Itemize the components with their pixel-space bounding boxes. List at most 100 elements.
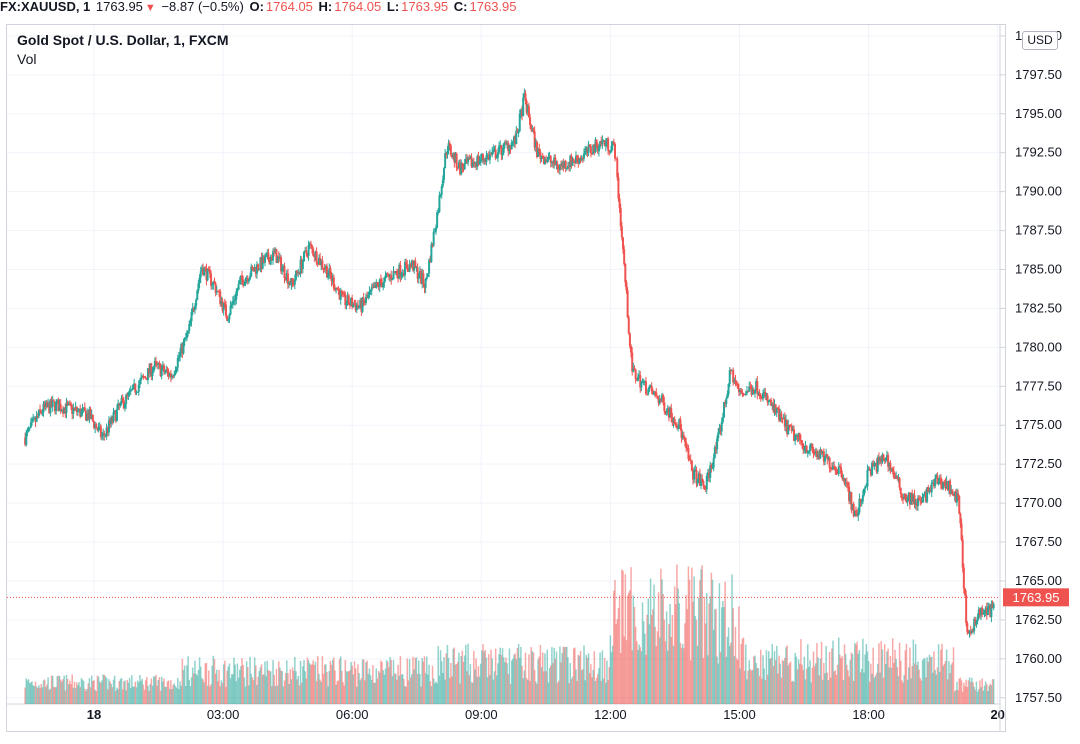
volume-bar [893, 662, 895, 704]
candle-body [392, 271, 395, 280]
volume-bar [759, 649, 762, 704]
volume-bar [461, 650, 464, 704]
candle-body [394, 271, 397, 274]
candle-body [591, 152, 594, 155]
candle-body [360, 300, 363, 312]
chart-legend: Gold Spot / U.S. Dollar, 1, FXCM Vol [17, 31, 229, 69]
volume-bar [571, 676, 574, 704]
candle-body [299, 259, 302, 274]
volume-bar [457, 661, 459, 704]
volume-bar [871, 673, 873, 704]
candle-body [167, 371, 170, 377]
volume-bar [204, 663, 207, 704]
volume-bar [974, 689, 977, 704]
y-tick-label: 1757.50 [1015, 690, 1062, 705]
volume-bar [771, 643, 773, 704]
candle-body [498, 145, 501, 153]
candle-body [289, 282, 292, 285]
volume-bar [737, 659, 739, 704]
candle-body [383, 277, 386, 283]
candle-body [161, 365, 164, 370]
candle-body [568, 165, 571, 167]
candle-body [564, 161, 567, 169]
candle-body [235, 291, 238, 300]
volume-bar [494, 648, 497, 704]
volume-bar [420, 686, 422, 704]
volume-bar [518, 657, 521, 704]
candle-body [494, 149, 497, 159]
candle-body [294, 270, 297, 280]
candle-body [864, 487, 867, 489]
candle-body [439, 194, 442, 196]
candle-body [286, 273, 289, 285]
candle-body [367, 295, 370, 298]
candle-body [750, 388, 753, 395]
candle-body [424, 278, 427, 288]
candle-body [117, 403, 120, 410]
volume-bar [942, 665, 944, 704]
candle-body [451, 155, 454, 158]
candle-body [533, 131, 536, 148]
chart-title[interactable]: Gold Spot / U.S. Dollar, 1, FXCM [17, 32, 229, 48]
candle-body [510, 142, 513, 150]
candle-body [846, 482, 849, 487]
volume-bar [446, 644, 449, 704]
candle-body [826, 454, 829, 460]
volume-bar [117, 689, 119, 704]
volume-bar [812, 651, 815, 704]
candle-body [152, 367, 155, 372]
volume-bar [963, 682, 965, 704]
volume-bar [148, 690, 150, 704]
currency-button[interactable]: USD [1022, 31, 1058, 50]
chart-frame[interactable] [6, 24, 1006, 732]
volume-label[interactable]: Vol [17, 51, 37, 67]
candle-body [623, 249, 626, 264]
volume-bar [795, 656, 798, 704]
volume-bar [431, 665, 434, 704]
volume-bar [435, 681, 437, 704]
candle-body [313, 255, 316, 258]
volume-bar [883, 643, 886, 704]
volume-bar [921, 660, 924, 704]
last-price-badge[interactable] [1003, 588, 1069, 607]
candle-body [272, 251, 275, 261]
volume-bar [825, 645, 827, 704]
candle-body [93, 421, 95, 428]
candle-body [747, 391, 750, 393]
candle-body [379, 279, 382, 284]
volume-bar [632, 595, 635, 704]
volume-bar [291, 667, 294, 704]
candle-body [308, 243, 311, 246]
volume-bar [185, 686, 187, 704]
volume-bar [506, 663, 508, 704]
volume-bar [793, 681, 795, 704]
candle-body [353, 304, 356, 306]
candle-body [84, 410, 87, 421]
candle-body [361, 297, 364, 312]
volume-bar [450, 662, 452, 704]
volume-bar [633, 606, 636, 704]
volume-bar [100, 682, 102, 704]
candle-body [843, 477, 846, 484]
candle-body [496, 152, 499, 158]
volume-bar [522, 678, 524, 704]
volume-bar [742, 637, 745, 704]
volume-bar [229, 678, 232, 704]
volume-bar [415, 657, 418, 704]
candle-body [729, 370, 732, 372]
volume-bar [957, 690, 959, 704]
candle-body [210, 273, 213, 286]
volume-bar [802, 670, 804, 704]
candle-body [453, 153, 456, 163]
volume-bar [362, 659, 365, 704]
candle-body [204, 267, 207, 269]
candle-body [135, 392, 138, 394]
candle-body [475, 163, 478, 167]
candle-body [802, 443, 805, 450]
candle-body [613, 144, 616, 159]
volume-bar [815, 663, 817, 704]
candle-body [782, 417, 785, 419]
candle-body [482, 154, 485, 160]
symbol-name[interactable]: FX:XAUUSD, 1 [0, 0, 91, 14]
